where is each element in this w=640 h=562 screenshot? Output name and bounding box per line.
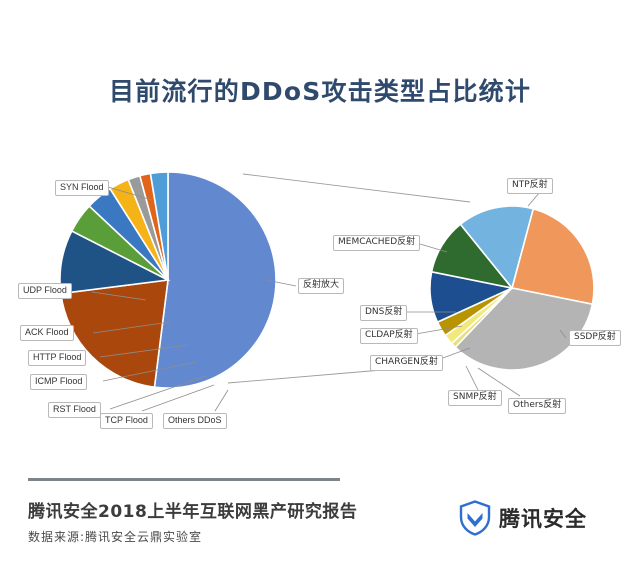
label-others-ddos: Others DDoS xyxy=(163,413,227,429)
tencent-security-logo: 腾讯安全 xyxy=(459,500,587,536)
label-icmp-flood: ICMP Flood xyxy=(30,374,88,390)
label-cldap-reflection: CLDAP反射 xyxy=(360,328,418,344)
leader-line xyxy=(559,329,567,339)
label-ssdp-reflection: SSDP反射 xyxy=(569,330,621,346)
pie-reflection-types xyxy=(429,205,595,371)
leader-line xyxy=(91,291,147,301)
pie-slice-syn-flood xyxy=(59,279,169,389)
leader-line xyxy=(465,365,479,391)
label-dns-reflection: DNS反射 xyxy=(360,305,408,321)
page-title: 目前流行的DDoS攻击类型占比统计 xyxy=(108,77,532,106)
leader-line xyxy=(214,389,229,412)
leader-line xyxy=(102,361,197,382)
pie-slice-reflection-amplification xyxy=(153,171,277,389)
leader-line xyxy=(527,191,541,207)
leader-line xyxy=(92,321,171,334)
label-udp-flood: UDP Flood xyxy=(18,283,72,299)
pie-charts-svg xyxy=(59,171,595,412)
leader-line xyxy=(141,384,215,412)
leader-line xyxy=(265,279,297,287)
label-chargen-reflection: CHARGEN反射 xyxy=(370,355,443,371)
pie-slice-ntp-reflection xyxy=(511,207,595,306)
footer-divider xyxy=(28,478,340,481)
label-ntp-reflection: NTP反射 xyxy=(507,178,553,194)
label-syn-flood: SYN Flood xyxy=(55,180,109,196)
charts-container: SYN Flood UDP Flood ACK Flood HTTP Flood… xyxy=(0,140,640,450)
shield-check-icon xyxy=(459,500,491,536)
leader-line xyxy=(419,243,448,253)
leader-line xyxy=(99,344,189,358)
pie-slice-ssdp-reflection xyxy=(454,287,594,371)
label-http-flood: HTTP Flood xyxy=(28,350,87,366)
label-rst-flood: RST Flood xyxy=(48,402,101,418)
leader-line xyxy=(109,375,207,410)
pie-slice-others-ddos xyxy=(149,171,169,281)
label-tcp-flood: TCP Flood xyxy=(100,413,153,429)
label-snmp-reflection: SNMP反射 xyxy=(448,390,502,406)
footer-data-source: 数据来源:腾讯安全云鼎实验室 xyxy=(28,530,203,544)
logo-text: 腾讯安全 xyxy=(499,507,587,531)
pie-slice-memcached-reflection xyxy=(459,205,535,290)
label-memcached-reflection: MEMCACHED反射 xyxy=(333,235,421,251)
footer-report-title: 腾讯安全2018上半年互联网黑产研究报告 xyxy=(28,502,358,522)
label-others-reflection: Others反射 xyxy=(508,398,567,414)
label-ack-flood: ACK Flood xyxy=(20,325,74,341)
label-leader-lines xyxy=(91,186,567,412)
leader-line xyxy=(107,186,153,201)
leader-line xyxy=(477,367,521,397)
label-reflection-amplification: 反射放大 xyxy=(298,278,345,294)
pie-ddos-types xyxy=(59,171,277,389)
